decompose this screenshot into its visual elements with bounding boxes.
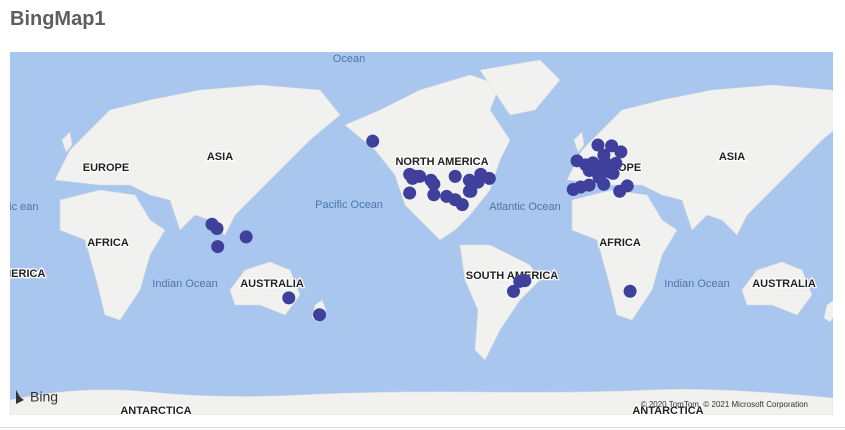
map-label: Indian Ocean [664, 278, 729, 290]
map-canvas[interactable]: Ocean EUROPE ASIA NORTH AMERICA Pacific … [0, 52, 845, 417]
location-point[interactable] [211, 240, 225, 254]
location-point[interactable] [623, 284, 637, 298]
location-point[interactable] [313, 308, 327, 322]
location-point[interactable] [597, 148, 611, 162]
map-labels: Ocean EUROPE ASIA NORTH AMERICA Pacific … [0, 53, 817, 417]
location-point[interactable] [513, 274, 527, 288]
location-point[interactable] [455, 198, 469, 212]
location-point[interactable] [614, 145, 628, 159]
location-point[interactable] [471, 175, 485, 189]
location-point[interactable] [239, 230, 253, 244]
location-point[interactable] [464, 184, 478, 198]
location-point[interactable] [506, 284, 520, 298]
map-label: Ocean [333, 53, 365, 65]
map-label: ANTARCTICA [120, 405, 191, 417]
map-label: Atlantic Ocean [489, 201, 561, 213]
map-label: NORTH AMERICA [395, 156, 488, 168]
map-label: Pacific Ocean [315, 199, 383, 211]
location-point[interactable] [403, 186, 417, 200]
location-point[interactable] [427, 177, 441, 191]
location-point[interactable] [210, 222, 224, 236]
map-label: Indian Ocean [152, 278, 217, 290]
map-label: ASIA [207, 151, 233, 163]
location-point[interactable] [427, 188, 441, 202]
map-label: ntic ean [0, 201, 39, 213]
location-point[interactable] [606, 166, 620, 180]
map-label: SOUTH AMERICA [466, 270, 559, 282]
location-point[interactable] [570, 154, 584, 168]
map-label: AUSTRALIA [752, 278, 816, 290]
divider [0, 427, 845, 428]
bing-icon [16, 390, 24, 404]
location-point[interactable] [482, 171, 496, 185]
location-point[interactable] [620, 179, 634, 193]
location-point[interactable] [282, 291, 296, 305]
map-label: ANTARCTICA [632, 405, 703, 417]
map-label: AUSTRALIA [240, 278, 304, 290]
land-americas [344, 59, 561, 361]
location-point[interactable] [609, 156, 623, 170]
page-title: BingMap1 [10, 8, 106, 30]
location-point[interactable] [582, 178, 596, 192]
map-label: MERICA [2, 268, 45, 280]
attribution: © 2020 TomTom, © 2021 Microsoft Corporat… [641, 400, 808, 409]
map-label: ASIA [719, 151, 745, 163]
map-label: AFRICA [599, 237, 641, 249]
location-point[interactable] [597, 177, 611, 191]
points [205, 134, 637, 322]
map-label: AFRICA [87, 237, 129, 249]
antarctica [10, 389, 833, 415]
location-point[interactable] [605, 139, 619, 153]
location-point[interactable] [448, 169, 462, 183]
location-point[interactable] [591, 138, 605, 152]
location-point[interactable] [413, 169, 427, 183]
location-point[interactable] [366, 134, 380, 148]
bing-logo[interactable]: Bing [30, 389, 58, 405]
location-point[interactable] [591, 167, 605, 181]
map-label: EUROPE [83, 162, 129, 174]
